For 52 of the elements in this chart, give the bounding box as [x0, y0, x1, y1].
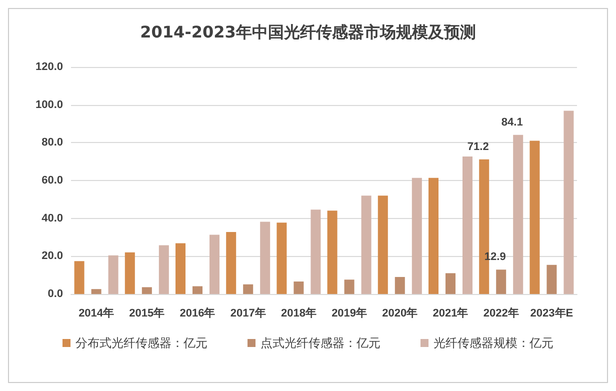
bar: [294, 282, 304, 294]
x-tick-label: 2015年: [129, 306, 165, 320]
x-tick-label: 2014年: [78, 306, 114, 320]
bar: [142, 287, 152, 294]
bar: [446, 273, 456, 294]
bar: [412, 178, 422, 294]
chart-title: 2014-2023年中国光纤传感器市场规模及预测: [140, 22, 476, 42]
bar: [91, 289, 102, 294]
data-label: 71.2: [467, 140, 489, 153]
x-tick-label: 2022年: [483, 306, 519, 320]
bar: [530, 140, 540, 294]
bar: [344, 280, 354, 294]
x-tick-label: 2017年: [230, 306, 266, 320]
bar: [513, 134, 524, 294]
y-tick-label: 40.0: [42, 212, 63, 224]
bar: [192, 286, 202, 294]
legend-label: 光纤传感器规模：亿元: [434, 336, 554, 350]
legend-label: 分布式光纤传感器：亿元: [76, 336, 208, 350]
x-tick-label: 2023年E: [530, 306, 574, 320]
y-tick-label: 120.0: [35, 61, 63, 73]
x-tick-label: 2016年: [180, 306, 216, 320]
bar: [394, 276, 405, 294]
bar: [124, 252, 135, 294]
legend-label: 点式光纤传感器：亿元: [260, 336, 380, 350]
y-tick-label: 60.0: [42, 174, 63, 186]
bar: [378, 196, 388, 294]
bar: [361, 196, 372, 294]
bar: [327, 210, 338, 294]
bar: [158, 245, 169, 294]
x-tick-label: 2021年: [432, 306, 468, 320]
bar: [260, 222, 270, 294]
bar: [226, 232, 236, 294]
bar: [74, 261, 84, 294]
x-tick-label: 2020年: [382, 306, 418, 320]
bar: [108, 255, 118, 294]
bar: [462, 156, 472, 294]
bar: [428, 178, 438, 294]
bar: [210, 234, 220, 294]
bar: [176, 243, 186, 294]
x-tick-label: 2019年: [332, 306, 368, 320]
y-tick-label: 100.0: [35, 98, 63, 111]
y-tick-label: 20.0: [42, 250, 63, 262]
y-tick-label: 80.0: [42, 136, 63, 149]
x-tick-label: 2018年: [280, 306, 316, 320]
data-label: 84.1: [501, 116, 523, 128]
y-tick-label: 0.0: [48, 288, 63, 300]
bar: [310, 210, 321, 294]
bar: [496, 270, 506, 294]
bar: [546, 264, 557, 294]
bar: [276, 222, 287, 294]
bar: [564, 110, 574, 294]
bar: [243, 284, 254, 294]
